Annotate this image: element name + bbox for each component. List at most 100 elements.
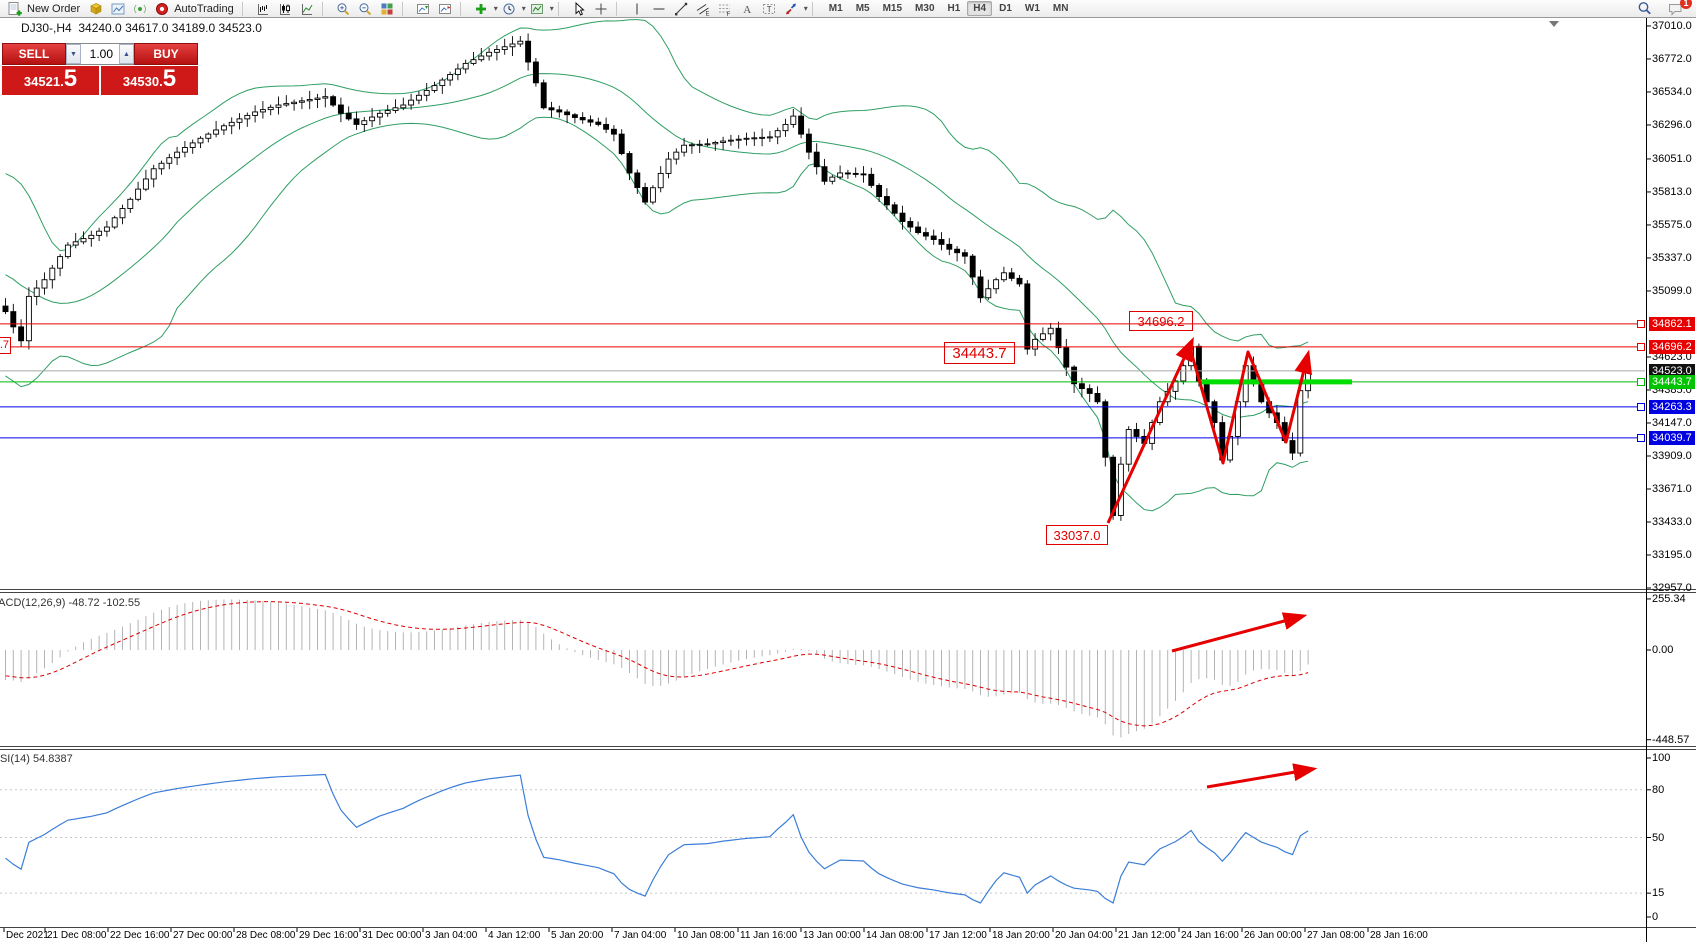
text-tool-icon[interactable]: A — [737, 1, 758, 17]
rsi-axis-label: 80 — [1652, 783, 1665, 796]
toolbar-separator — [615, 1, 623, 16]
toolbar-separator — [321, 1, 329, 16]
level-line-marker[interactable] — [1637, 402, 1645, 411]
tf-mn-button[interactable]: MN — [1052, 3, 1069, 14]
bar-chart-icon[interactable] — [253, 1, 274, 17]
channel-tool-icon[interactable]: E — [693, 1, 714, 17]
autotrading-button[interactable]: AutoTrading — [174, 2, 234, 15]
time-axis-label[interactable]: 11 Jan 16:00 — [740, 930, 798, 941]
period-dropdown-icon[interactable]: ▾ — [521, 4, 526, 13]
macd-axis-label: 255.34 — [1652, 592, 1686, 605]
charts-window-icon[interactable] — [107, 1, 128, 17]
level-line-marker[interactable] — [1637, 319, 1645, 328]
buy-button[interactable]: BUY — [134, 43, 198, 65]
volume-down-icon[interactable]: ▼ — [66, 44, 81, 64]
tf-m15-button[interactable]: M15 — [882, 3, 903, 14]
time-axis-label[interactable]: 28 Dec 08:00 — [236, 930, 296, 941]
price-tick-label: 34623.0 — [1652, 350, 1692, 363]
time-axis-label[interactable]: 27 Dec 00:00 — [173, 930, 233, 941]
level-line-marker[interactable] — [1637, 377, 1645, 386]
tile-windows-icon[interactable] — [377, 1, 398, 17]
time-axis-label[interactable]: 13 Jan 00:00 — [803, 930, 861, 941]
time-axis-label[interactable]: 4 Jan 12:00 — [488, 930, 541, 941]
tf-h4-button[interactable]: H4 — [967, 1, 993, 16]
horizontal-level-lines[interactable] — [0, 323, 1645, 439]
time-axis-label[interactable]: 22 Dec 16:00 — [110, 930, 170, 941]
time-axis-label[interactable]: Dec 2021 — [6, 930, 49, 941]
clipped-price-label[interactable]: 34443.7 — [0, 337, 11, 354]
time-axis-label[interactable]: 28 Jan 16:00 — [1370, 930, 1428, 941]
price-tick-label: 34147.0 — [1652, 416, 1692, 429]
text-label-tool-icon[interactable]: T — [759, 1, 780, 17]
price-tick-label: 33909.0 — [1652, 449, 1692, 462]
line-chart-icon[interactable] — [297, 1, 318, 17]
template-icon[interactable] — [527, 1, 548, 17]
tf-h1-button[interactable]: H1 — [947, 3, 961, 14]
cursor-tool-icon[interactable] — [569, 1, 590, 17]
tf-d1-button[interactable]: D1 — [999, 3, 1012, 14]
tf-w1-button[interactable]: W1 — [1024, 3, 1040, 14]
price-tick-label: 36051.0 — [1652, 152, 1692, 165]
arrows-dropdown-icon[interactable]: ▾ — [803, 4, 808, 13]
time-axis-label[interactable]: 7 Jan 04:00 — [614, 930, 667, 941]
time-axis-label[interactable]: 31 Dec 00:00 — [362, 930, 422, 941]
zoom-out-icon[interactable] — [355, 1, 376, 17]
new-order-button[interactable]: New Order — [27, 2, 81, 15]
arrows-tool-icon[interactable] — [781, 1, 802, 17]
price-tick-label: 32957.0 — [1652, 582, 1692, 594]
annotation-arrows[interactable] — [1106, 336, 1318, 789]
time-axis-label[interactable]: 20 Jan 04:00 — [1055, 930, 1113, 941]
buy-price[interactable]: 34530. 5 — [101, 66, 198, 95]
notification-badge: 1 — [1680, 0, 1692, 9]
macd-label: MACD(12,26,9) -48.72 -102.55 — [0, 597, 141, 609]
add-indicator-icon[interactable] — [471, 1, 492, 17]
level-line-marker[interactable] — [1637, 342, 1645, 351]
price-badge: 34443.7 — [1649, 374, 1695, 389]
fibonacci-tool-icon[interactable]: F — [715, 1, 736, 17]
time-axis-label[interactable]: 27 Jan 08:00 — [1307, 930, 1365, 941]
notifications-icon[interactable]: 1 — [1665, 0, 1692, 17]
rsi-axis-label: 100 — [1652, 752, 1671, 764]
price-annotation-box[interactable]: 34443.7 — [944, 342, 1015, 364]
time-axis-label[interactable]: 24 Jan 16:00 — [1181, 930, 1239, 941]
time-axis-label[interactable]: 14 Jan 08:00 — [866, 930, 924, 941]
crosshair-tool-icon[interactable] — [591, 1, 612, 17]
time-axis-label[interactable]: 5 Jan 20:00 — [551, 930, 604, 941]
time-axis-label[interactable]: 21 Dec 08:00 — [47, 930, 107, 941]
volume-input[interactable]: 1.00 — [89, 47, 113, 61]
time-axis-label[interactable]: 17 Jan 12:00 — [929, 930, 987, 941]
add-indicator-dropdown-icon[interactable]: ▾ — [493, 4, 498, 13]
vertical-line-tool-icon[interactable] — [627, 1, 648, 17]
sell-button[interactable]: SELL — [2, 43, 66, 65]
price-annotation-box[interactable]: 33037.0 — [1046, 525, 1108, 545]
price-badge: 34263.3 — [1649, 399, 1695, 414]
volume-up-icon[interactable]: ▲ — [119, 44, 134, 64]
search-icon[interactable] — [1634, 1, 1655, 17]
period-clock-icon[interactable] — [499, 1, 520, 17]
time-axis-label[interactable]: 18 Jan 20:00 — [992, 930, 1050, 941]
tf-m5-button[interactable]: M5 — [855, 3, 870, 14]
price-annotation-box[interactable]: 34696.2 — [1129, 311, 1193, 331]
volume-stepper[interactable]: ▼ 1.00 ▲ — [66, 43, 134, 65]
autotrading-icon[interactable] — [151, 1, 172, 17]
zoom-in-icon[interactable] — [333, 1, 354, 17]
time-axis-label[interactable]: 10 Jan 08:00 — [677, 930, 735, 941]
sell-price[interactable]: 34521. 5 — [2, 66, 99, 95]
horizontal-line-tool-icon[interactable] — [649, 1, 670, 17]
new-order-icon[interactable] — [4, 1, 25, 17]
template-dropdown-icon[interactable]: ▾ — [549, 4, 554, 13]
chart-shift-icon[interactable] — [435, 1, 456, 17]
time-axis-label[interactable]: 26 Jan 00:00 — [1244, 930, 1302, 941]
trendline-tool-icon[interactable] — [671, 1, 692, 17]
tf-m1-button[interactable]: M1 — [828, 3, 843, 14]
level-line-marker[interactable] — [1637, 433, 1645, 442]
chart-profile-icon[interactable] — [413, 1, 434, 17]
time-axis-label[interactable]: 3 Jan 04:00 — [425, 930, 478, 941]
time-axis-label[interactable]: 29 Dec 16:00 — [299, 930, 359, 941]
history-cube-icon[interactable] — [85, 1, 106, 17]
tf-m30-button[interactable]: M30 — [915, 3, 935, 14]
signal-icon[interactable] — [129, 1, 150, 17]
candlestick-chart-icon[interactable] — [275, 1, 296, 17]
time-axis-label[interactable]: 21 Jan 12:00 — [1118, 930, 1176, 941]
